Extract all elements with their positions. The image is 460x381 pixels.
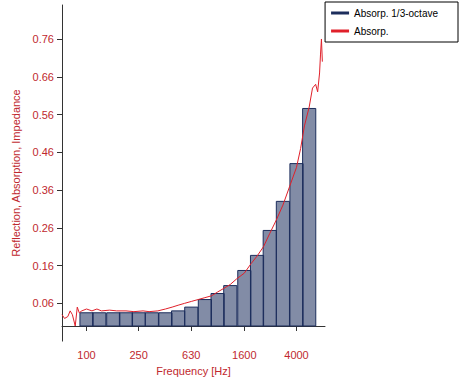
svg-text:630: 630 <box>182 349 200 361</box>
svg-text:Absorp.: Absorp. <box>354 26 388 37</box>
svg-text:0.36: 0.36 <box>33 184 54 196</box>
svg-text:Frequency [Hz]: Frequency [Hz] <box>156 365 231 377</box>
svg-text:0.26: 0.26 <box>33 222 54 234</box>
svg-text:Absorp. 1/3-octave: Absorp. 1/3-octave <box>354 8 438 19</box>
svg-text:0.76: 0.76 <box>33 33 54 45</box>
svg-text:250: 250 <box>129 349 147 361</box>
svg-text:0.16: 0.16 <box>33 260 54 272</box>
svg-text:0.66: 0.66 <box>33 71 54 83</box>
svg-text:100: 100 <box>77 349 95 361</box>
svg-text:4000: 4000 <box>284 349 308 361</box>
svg-text:Reflection, Absorption, Impeda: Reflection, Absorption, Impedance <box>10 89 22 257</box>
svg-text:1600: 1600 <box>232 349 256 361</box>
svg-text:0.46: 0.46 <box>33 146 54 158</box>
svg-text:0.56: 0.56 <box>33 109 54 121</box>
svg-text:0.06: 0.06 <box>33 297 54 309</box>
